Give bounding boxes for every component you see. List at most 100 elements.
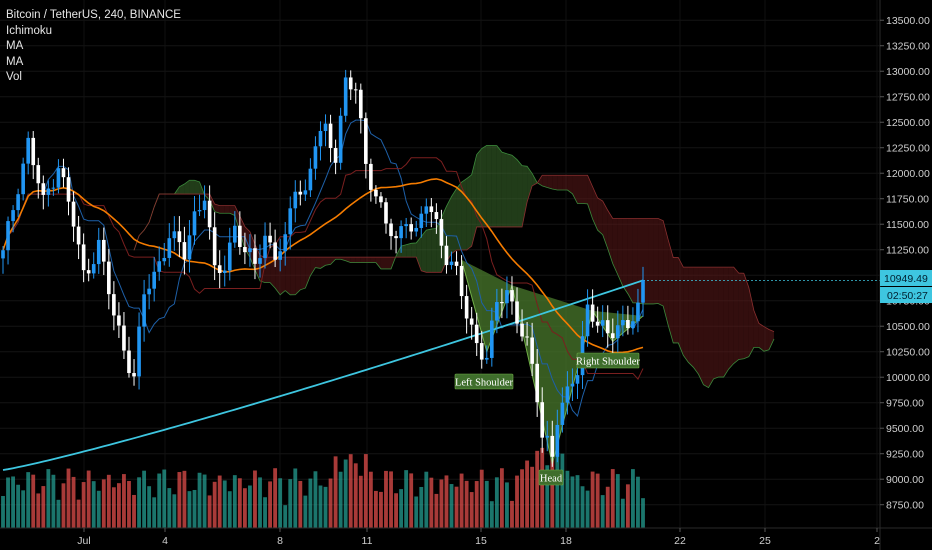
price-tick-label: 10250.00 — [886, 347, 930, 359]
candle-body — [207, 200, 212, 228]
cloud-segment — [602, 201, 608, 249]
candle-body — [585, 304, 590, 337]
candle-body — [384, 202, 388, 224]
cloud-segment — [451, 188, 457, 254]
candle-body — [167, 238, 172, 258]
volume-bar — [187, 491, 192, 528]
volume-bar — [237, 478, 242, 528]
volume-bar — [21, 490, 26, 528]
candle-body — [313, 146, 318, 169]
tenkan-line — [2, 119, 644, 417]
volume-bar — [308, 478, 313, 528]
volume-bar — [353, 463, 358, 528]
cloud-segment — [668, 239, 674, 343]
candle-body — [631, 321, 635, 329]
volume-bar — [86, 470, 91, 528]
cloud-segment — [683, 267, 689, 363]
volume-bar — [167, 488, 172, 528]
candle-body — [16, 194, 20, 211]
volume-bar — [283, 505, 288, 528]
volume-bar — [157, 473, 162, 528]
volume-bar — [444, 475, 449, 528]
cloud-segment — [723, 267, 729, 378]
candle-body — [424, 206, 429, 214]
candle-body — [86, 270, 91, 274]
volume-bar — [46, 469, 51, 528]
cloud-segment — [275, 257, 281, 295]
volume-bar — [51, 474, 56, 528]
volume-bar — [253, 470, 257, 528]
indicator-ichimoku[interactable]: Ichimoku — [6, 24, 53, 37]
cloud-segment — [758, 323, 764, 352]
candle-body — [500, 302, 504, 304]
last-price-badge — [880, 270, 932, 286]
cloud-segment — [572, 175, 578, 204]
ichimoku-cloud — [133, 144, 775, 389]
candle-body — [142, 294, 146, 327]
cloud-segment — [466, 174, 472, 251]
candle-body — [273, 242, 277, 260]
cloud-segment — [753, 310, 759, 348]
time-axis[interactable]: Jul 4 8 11 15 18 22 25 2 — [0, 527, 932, 547]
candle-body — [21, 163, 25, 195]
indicator-ma-2[interactable]: MA — [6, 55, 24, 68]
candle-body — [636, 302, 640, 322]
candle-body — [348, 77, 353, 90]
volume-bar — [505, 482, 509, 528]
candle-body — [147, 288, 151, 295]
volume-bar — [232, 475, 237, 528]
candle-body — [621, 320, 625, 326]
cloud-segment — [496, 145, 502, 227]
price-badges: 10949.49 02:50:27 — [880, 270, 932, 303]
cloud-segment — [527, 166, 533, 203]
volume-bar — [620, 498, 625, 528]
cloud-segment — [295, 257, 301, 295]
cloud-segment — [310, 257, 316, 276]
volume-bar — [394, 493, 398, 528]
candle-body — [515, 301, 519, 324]
candle-body — [278, 251, 282, 260]
indicator-ma-1[interactable]: MA — [6, 40, 24, 52]
volume-bar — [1, 496, 5, 528]
candle-body — [434, 212, 439, 220]
left-shoulder-area — [461, 259, 512, 352]
candle-body — [172, 231, 177, 239]
candle-body — [298, 191, 303, 195]
candle-body — [459, 265, 464, 297]
volume-bar — [177, 472, 182, 528]
volume-bar — [56, 499, 61, 528]
cloud-segment — [582, 175, 588, 204]
volume-bar — [399, 489, 404, 528]
volume-bar — [323, 486, 328, 528]
candle-body — [112, 294, 116, 316]
indicator-lines — [2, 119, 880, 471]
candle-body — [343, 77, 348, 116]
candle-body — [36, 165, 41, 184]
cloud-segment — [597, 197, 603, 235]
volume-bar — [293, 468, 298, 528]
candle-body — [364, 118, 368, 164]
volume-bar — [313, 471, 318, 528]
candle-body — [641, 280, 645, 303]
volume-bar — [212, 481, 217, 528]
volume-bar — [137, 477, 141, 528]
indicator-volume[interactable]: Vol — [6, 71, 22, 83]
cloud-segment — [285, 257, 291, 295]
candle-body — [91, 264, 96, 274]
symbol-title[interactable]: Bitcoin / TetherUS, 240, BINANCE — [6, 9, 181, 21]
cloud-segment — [421, 230, 427, 273]
cloud-segment — [234, 205, 240, 232]
candle-body — [615, 325, 620, 339]
time-tick-label: Jul — [77, 535, 90, 547]
cloud-segment — [300, 257, 306, 290]
candle-body — [1, 250, 5, 259]
price-tick-label: 9750.00 — [886, 398, 924, 410]
candle-body — [399, 226, 403, 239]
candle-body — [444, 245, 449, 266]
volume-bar — [76, 499, 81, 528]
candle-body — [469, 318, 474, 325]
candle-body — [389, 223, 393, 237]
cloud-segment — [320, 257, 326, 269]
cloud-segment — [612, 218, 618, 275]
